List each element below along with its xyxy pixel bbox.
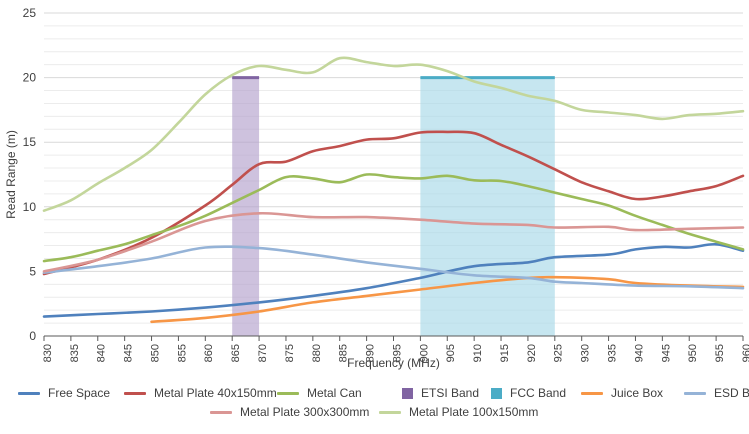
x-tick-label: 850 [149,344,161,362]
legend-swatch [18,391,40,395]
legend-item-etsi-band: ETSI Band [402,384,479,402]
band-shading [232,76,555,336]
x-tick-label: 935 [606,344,618,362]
y-tick-label: 10 [23,200,37,214]
x-tick-label: 865 [230,344,242,362]
legend-item-metal-plate-100x150mm: Metal Plate 100x150mm [379,403,538,421]
series-line-esd-bag [42,245,745,290]
x-tick-label: 950 [687,344,699,362]
legend-label: Metal Can [307,386,362,400]
y-axis-label: Read Range (m) [4,130,18,219]
x-tick-label: 905 [445,344,457,362]
series-line-juice-box [150,275,745,324]
series-line-metal-can [42,173,745,263]
x-tick-label: 855 [176,344,188,362]
x-tick-label: 860 [203,344,215,362]
band-fcc-band [420,77,555,336]
series-line-metal-plate-100x150mm [42,56,745,212]
x-tick-label: 830 [42,344,54,362]
legend-swatch [684,391,706,395]
legend-swatch [124,391,146,395]
legend-label: ESD Bag [714,386,749,400]
legend-item-metal-plate-40x150mm: Metal Plate 40x150mm [124,384,277,402]
legend-swatch [379,410,401,414]
axes: 830 835 840 845 850 855 860 865 870 875 880 885 890 8… [23,6,749,362]
x-tick-label: 895 [391,344,403,362]
x-tick-label: 955 [714,344,726,362]
x-tick-label: 920 [526,344,538,362]
x-tick-label: 885 [338,344,350,362]
x-tick-label: 925 [553,344,565,362]
legend-row-2: Metal Plate 300x300mm Metal Plate 100x150… [0,403,749,421]
x-tick-label: 915 [499,344,511,362]
band-etsi-band [232,77,260,336]
y-tick-label: 0 [29,329,36,343]
legend-item-juice-box: Juice Box [581,384,663,402]
legend-label: Metal Plate 40x150mm [154,386,277,400]
legend-label: ETSI Band [421,386,480,400]
legend-swatch [210,410,232,414]
legend-swatch [491,387,502,399]
legend-row-1: Free Space Metal Plate 40x150mm Metal Can E… [0,384,749,402]
x-tick-label: 940 [633,344,645,362]
legend-item-esd-bag: ESD Bag [684,384,749,402]
legend-swatch [277,391,299,395]
legend-label: Free Space [48,386,111,400]
legend-item-free-space: Free Space [18,384,110,402]
x-tick-label: 930 [580,344,592,362]
legend-label: Juice Box [611,386,664,400]
legend-label: FCC Band [510,386,567,400]
x-tick-label: 835 [69,344,81,362]
legend-label: Metal Plate 300x300mm [240,405,370,419]
legend-label: Metal Plate 100x150mm [409,405,539,419]
y-tick-label: 20 [23,71,37,85]
x-tick-label: 875 [284,344,296,362]
x-tick-label: 900 [418,344,430,362]
y-tick-label: 5 [29,264,36,278]
x-tick-label: 870 [257,344,269,362]
legend-item-metal-can: Metal Can [277,384,362,402]
x-tick-label: 960 [741,344,749,362]
series-lines [42,56,745,324]
x-axis-label: Frequency (MHz) [347,356,440,370]
series-line-free-space [42,242,745,318]
x-tick-label: 840 [96,344,108,362]
y-tick-label: 25 [23,6,37,20]
x-tick-label: 945 [660,344,672,362]
legend-item-metal-plate-300x300mm: Metal Plate 300x300mm [210,403,369,421]
series-line-metal-plate-40x150mm [42,130,745,276]
series-line-metal-plate-300x300mm [42,211,745,273]
x-tick-label: 890 [365,344,377,362]
legend-item-fcc-band: FCC Band [491,384,566,402]
legend-swatch [581,391,603,395]
x-tick-label: 845 [123,344,135,362]
legend-swatch [402,387,413,399]
y-tick-label: 15 [23,135,37,149]
x-tick-label: 910 [472,344,484,362]
gridlines [44,12,743,337]
x-tick-label: 880 [311,344,323,362]
